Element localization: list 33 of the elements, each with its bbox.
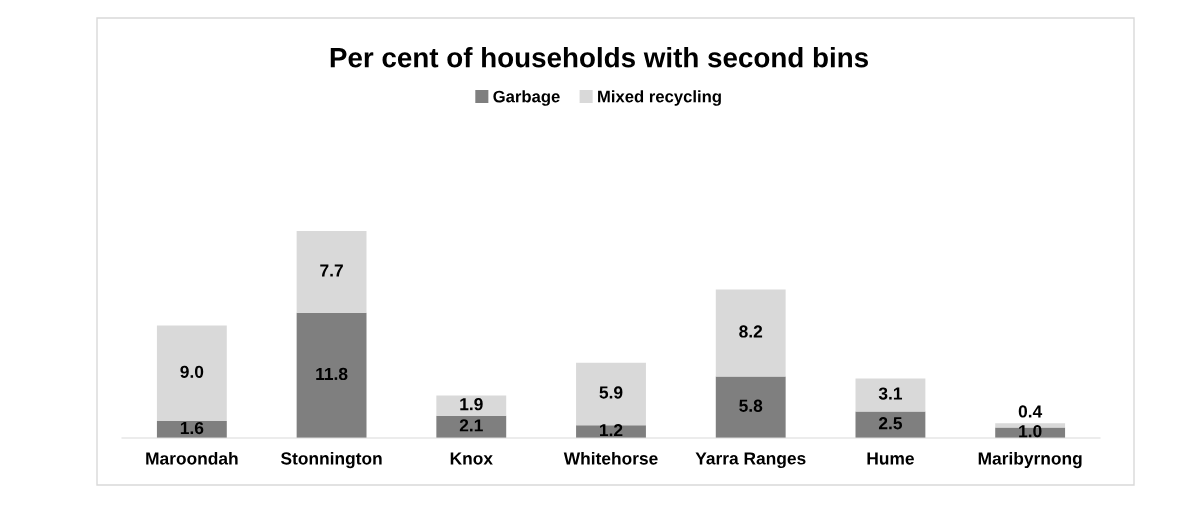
x-tick-label: Maribyrnong [978, 451, 1082, 469]
bar [715, 289, 786, 377]
bar [156, 325, 227, 422]
data-label: 5.8 [739, 399, 763, 412]
bar [296, 312, 367, 438]
bar [855, 411, 926, 438]
bar [296, 231, 367, 313]
data-label: 1.6 [180, 421, 204, 435]
chart-title: Per cent of households with second bins [330, 47, 868, 68]
data-label: 1.0 [1019, 425, 1042, 438]
bar [576, 362, 646, 426]
legend-label: Garbage [493, 90, 560, 106]
data-label: 7.7 [320, 264, 343, 277]
x-tick-label: Maroondah [146, 451, 238, 465]
bar [855, 378, 926, 412]
data-label: 9.0 [180, 365, 204, 378]
x-tick-label: Whitehorse [563, 451, 658, 465]
data-label: 11.8 [316, 367, 348, 381]
x-tick-label: Hume [867, 452, 914, 465]
data-label: 0.4 [1018, 405, 1043, 418]
data-label: 2.1 [459, 419, 483, 432]
data-label: 5.9 [599, 386, 623, 399]
data-label: 2.5 [878, 417, 903, 430]
data-label: 3.1 [878, 387, 903, 400]
legend-label: Mixed recycling [598, 90, 721, 106]
data-label: 1.9 [460, 398, 483, 411]
data-label: 1.2 [600, 424, 623, 437]
x-tick-label: Stonnington [280, 451, 382, 469]
x-tick-label: Yarra Ranges [695, 452, 806, 469]
bar [715, 376, 786, 438]
x-tick-label: Knox [450, 452, 493, 465]
data-label: 8.2 [739, 325, 763, 338]
bar [436, 395, 507, 416]
